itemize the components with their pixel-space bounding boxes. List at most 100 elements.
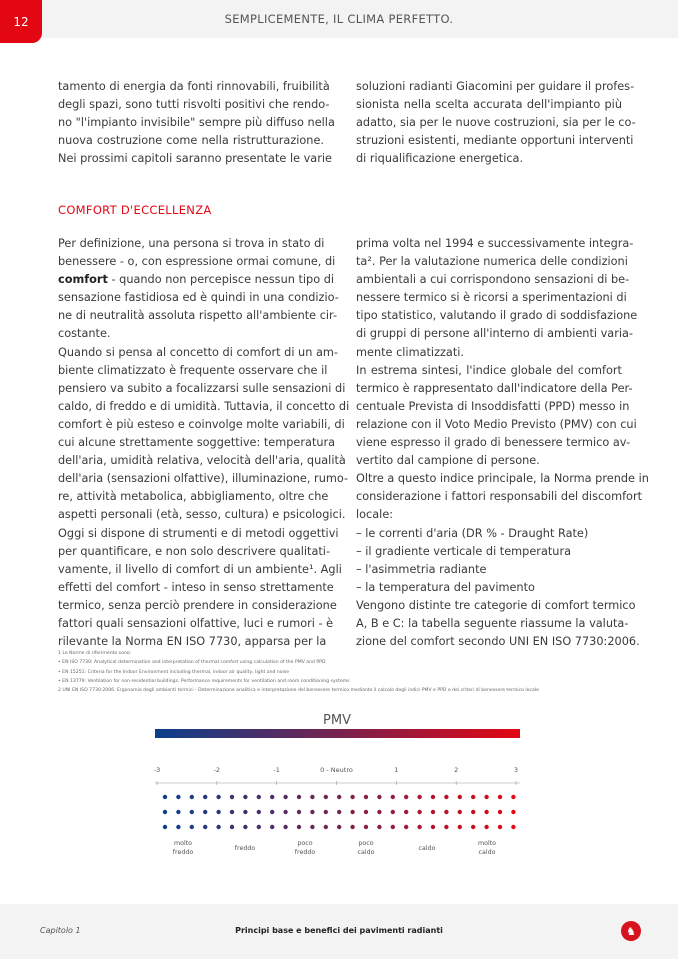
pmv-dot (229, 794, 235, 800)
paragraph: – la temperatura del pavimento (356, 579, 622, 597)
pmv-dot (444, 824, 449, 830)
text-line: ta². Per la valutazione numerica delle c… (356, 255, 628, 269)
text-line: Oggi si dispone di strumenti e di metodi… (58, 526, 339, 540)
pmv-dot (176, 824, 181, 830)
pmv-dot (203, 794, 208, 800)
pmv-category-label: caldo (479, 849, 496, 856)
paragraph: Oggi si dispone di strumenti e di metodi… (58, 525, 342, 652)
text-line: ne di neutralità assoluta rispetto all'a… (58, 309, 338, 323)
text-line: Nei prossimi capitoli saranno presentate… (58, 152, 332, 166)
text-line: caldo, di freddo e di umidità. Tuttavia,… (58, 399, 350, 413)
pmv-dot (471, 794, 476, 800)
text-line: – il gradiente verticale di temperatura (356, 544, 572, 558)
text-line: termico è rappresentato dall'indicatore … (356, 381, 633, 395)
intro-left-column: tamento di energia da fonti rinnovabili,… (58, 78, 335, 168)
text-line: centuale Prevista di Insoddisfatti (PPD)… (356, 399, 630, 413)
text-line: zione del comfort secondo UNI EN ISO 773… (356, 635, 640, 649)
pmv-dot (444, 794, 449, 800)
pmv-tick-label: 3 (514, 766, 518, 774)
text-line: – l'asimmetria radiante (356, 562, 487, 576)
text-line: termico, senza perciò prendere in consid… (58, 598, 337, 612)
pmv-category-label: caldo (419, 845, 436, 852)
pmv-category-label: poco (297, 840, 312, 847)
paragraph: prima volta nel 1994 e successivamente i… (356, 235, 637, 362)
text-line: di riqualificazione energetica. (356, 152, 524, 166)
pmv-dot (189, 794, 194, 800)
pmv-dot (350, 824, 355, 830)
pmv-tick-label: 2 (454, 766, 458, 774)
pmv-dot (243, 824, 248, 830)
pmv-dot (229, 824, 235, 830)
text-line: A, B e C: la tabella seguente riassume l… (356, 616, 629, 630)
text-line: nessere termico si è ricorsi a speriment… (356, 291, 627, 305)
pmv-dot (484, 794, 489, 800)
pmv-dot (377, 824, 382, 830)
pmv-dot (471, 824, 476, 830)
footnote: 2 UNI EN ISO 7730:2006. Ergonomia degli … (58, 688, 539, 694)
pmv-dot (363, 794, 369, 800)
pmv-dot (430, 809, 436, 815)
pmv-dot (430, 794, 436, 800)
text-line: Quando si pensa al concetto di comfort d… (58, 345, 338, 359)
pmv-dot (430, 824, 436, 830)
pmv-dot (377, 794, 382, 800)
pmv-dot (377, 809, 382, 815)
text-line: comfort è più esteso e coinvolge molte v… (58, 417, 345, 431)
text-line: comfort - quando non percepisce nessun t… (58, 271, 334, 289)
pmv-category-label: freddo (295, 849, 316, 856)
footnotes: 1 Le Norme di riferimento sono: • EN ISO… (58, 649, 539, 695)
pmv-dot (176, 809, 181, 815)
pmv-dot (497, 824, 503, 830)
text-line: considerazione i fattori responsabili de… (356, 490, 643, 504)
text-line: costante. (58, 327, 111, 341)
pmv-dot (363, 824, 369, 830)
pmv-tick-label: -2 (214, 766, 220, 774)
pmv-dot (162, 794, 168, 800)
text-line: re, attività metabolica, abbigliamento, … (58, 490, 329, 504)
pmv-dot (404, 824, 409, 830)
text-line: rilevante la Norma EN ISO 7730, apparsa … (58, 635, 327, 649)
pmv-dot (417, 794, 422, 800)
text-line: aspetti personali (età, sesso, cultura) … (58, 508, 346, 522)
pmv-category-label: freddo (173, 849, 194, 856)
pmv-title: PMV (323, 713, 351, 728)
footnote: • EN 13779: Ventilation for non-resident… (58, 678, 350, 684)
pmv-dot (176, 794, 181, 800)
pmv-dot (444, 809, 449, 815)
pmv-dot (203, 824, 208, 830)
text-line: soluzioni radianti Giacomini per guidare… (356, 80, 635, 93)
bold-term: comfort (58, 273, 108, 287)
text-line: fattori quali sensazioni olfattive, luci… (58, 616, 334, 630)
pmv-tick-label: 0 - Neutro (320, 766, 353, 774)
pmv-dot (417, 809, 422, 815)
footnote: • EN ISO 7730: Analytical determination … (58, 660, 326, 666)
paragraph: soluzioni radianti Giacomini per guidare… (356, 78, 636, 168)
pmv-dot (296, 809, 302, 815)
text-line: mente climatizzati. (356, 345, 465, 359)
pmv-tick-label: 1 (394, 766, 398, 774)
paragraph: – l'asimmetria radiante (356, 561, 622, 579)
pmv-dot (417, 824, 422, 830)
pmv-dot (323, 809, 328, 815)
text-line: Per definizione, una persona si trova in… (58, 237, 325, 250)
intro-right-column: soluzioni radianti Giacomini per guidare… (356, 78, 636, 168)
pmv-dot (404, 794, 409, 800)
pmv-dot (310, 809, 315, 815)
text-line: degli spazi, sono tutti risvolti positiv… (58, 98, 330, 112)
pmv-dot (283, 824, 288, 830)
pmv-dot (471, 809, 476, 815)
pmv-dot (296, 794, 302, 800)
pmv-dot (270, 794, 275, 800)
footer-chapter: Capitolo 1 (40, 926, 81, 935)
pmv-dot (350, 794, 355, 800)
pmv-dot (243, 794, 248, 800)
pmv-dot (457, 824, 462, 830)
pmv-dot (363, 809, 369, 815)
pmv-dot (203, 809, 208, 815)
pmv-dot (497, 809, 503, 815)
text-line: sensazione fastidiosa ed è quindi in una… (58, 291, 339, 305)
pmv-category-label: molto (174, 840, 192, 847)
text-line: vertito dal campione di persone. (356, 454, 540, 468)
pmv-dot (484, 809, 489, 815)
footnote: • EN 15251: Criteria for the Indoor Envi… (58, 669, 290, 675)
